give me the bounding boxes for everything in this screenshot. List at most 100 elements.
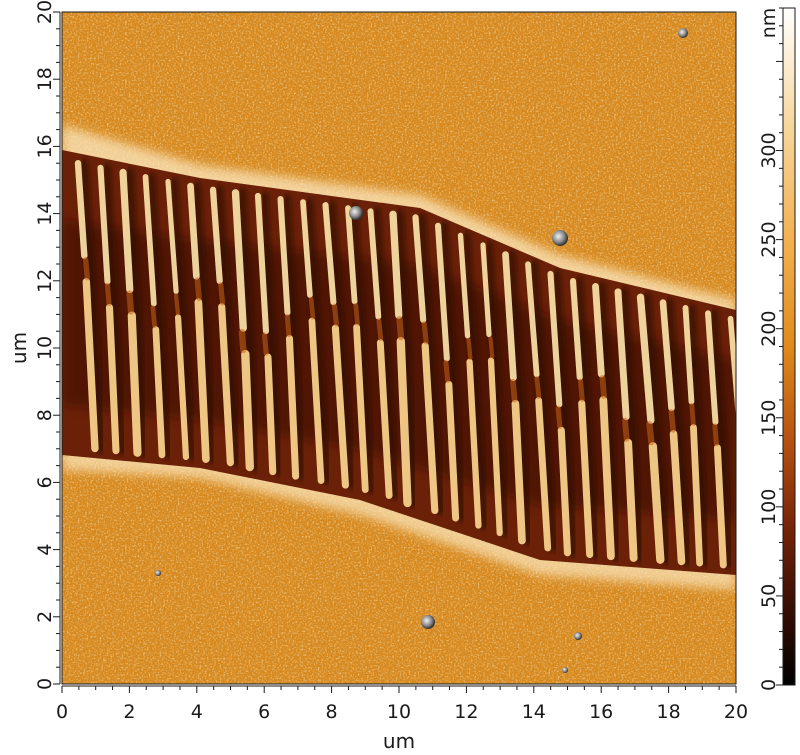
ridge-shadow: [372, 206, 400, 500]
ridge-mid: [194, 277, 202, 302]
ridge: [277, 195, 291, 316]
ridge: [445, 380, 460, 522]
colorbar-tick-label: 100: [758, 489, 780, 525]
ridge-shadow: [529, 259, 559, 553]
ridge-mid: [262, 332, 269, 356]
ridge: [174, 314, 190, 461]
colorbar-axis: 0 50 100 150 200 250 300: [758, 7, 783, 691]
ridge-mid: [396, 315, 405, 341]
ridge-mid: [443, 359, 451, 383]
ridge: [308, 317, 325, 484]
x-tick-label: 12: [454, 701, 478, 723]
x-axis: 0 2 4 6 8 10 12 14 16 18 20: [56, 685, 748, 723]
ridge-shadow: [484, 240, 510, 538]
y-tick-label: 10: [34, 336, 56, 360]
ridge: [535, 397, 552, 552]
y-tick-label: 20: [34, 0, 56, 24]
ridge: [569, 278, 583, 381]
ridge: [367, 208, 382, 320]
ridge-shadow: [462, 231, 489, 530]
ridge-shadow: [506, 249, 533, 546]
ridge-mid: [555, 405, 563, 429]
ridge: [487, 357, 503, 537]
ridge-shadow: [709, 308, 734, 570]
ridge: [119, 168, 134, 294]
ridge-shadow: [259, 191, 284, 477]
ridge: [624, 438, 638, 562]
ridge: [592, 283, 605, 378]
ridge-mid: [150, 305, 157, 328]
ridge-shadow: [281, 194, 307, 481]
ridge: [331, 324, 349, 489]
ridge: [194, 298, 210, 463]
colorbar: [782, 7, 796, 686]
ridge: [648, 442, 665, 564]
x-tick-label: 14: [522, 701, 546, 723]
ridge: [705, 310, 719, 425]
ridge-shadow: [551, 269, 579, 558]
ridge-mid: [238, 328, 247, 354]
ridge-shadow: [619, 286, 645, 563]
particle: [574, 632, 582, 640]
ridge: [480, 242, 492, 338]
particle: [552, 230, 568, 246]
ridge-mid: [577, 378, 585, 402]
ridge: [599, 396, 615, 561]
colorbar-tick-label: 300: [758, 132, 780, 168]
x-axis-label: um: [383, 729, 415, 753]
ridge: [264, 353, 277, 476]
ridge-mid: [534, 376, 542, 399]
ridge: [659, 299, 675, 412]
ridge-shadow: [101, 163, 127, 456]
y-tick-label: 4: [34, 544, 56, 556]
ridge: [421, 342, 439, 515]
x-tick-label: 0: [56, 701, 68, 723]
ridge-shadow: [123, 167, 149, 458]
ridge: [557, 426, 572, 557]
ridge: [187, 182, 200, 280]
ridge: [690, 424, 704, 567]
ridge-mid: [646, 421, 655, 446]
ridge: [218, 303, 234, 467]
ridge-shadow: [574, 276, 601, 560]
ridge: [669, 430, 686, 566]
ridge-shadow: [79, 158, 106, 454]
y-tick-label: 2: [34, 611, 56, 623]
image-frame: [61, 11, 737, 685]
ridge-mid: [689, 403, 696, 426]
ridge-shadow: [214, 185, 241, 468]
y-tick-label: 12: [34, 269, 56, 293]
y-tick-label: 14: [34, 202, 56, 226]
ridge-shadow: [304, 197, 332, 485]
ridge: [209, 186, 223, 284]
ridge: [142, 174, 157, 307]
ridge-shadow: [147, 172, 173, 460]
ridge: [376, 339, 393, 499]
ridge: [742, 465, 748, 567]
x-tick-label: 18: [657, 701, 681, 723]
ridge-shadow: [596, 281, 622, 562]
ridge: [396, 336, 412, 508]
ridge-shadow: [416, 212, 446, 516]
ridge-mid: [82, 256, 91, 281]
colorbar-tick-label: 0: [758, 679, 780, 691]
ridge-shadow: [687, 303, 711, 568]
ridge-mid: [284, 313, 292, 337]
colorbar-tick-label: 50: [758, 584, 780, 608]
ridge: [127, 311, 142, 457]
y-axis: 0 2 4 6 8 10 12 14 16 18 20: [34, 0, 61, 690]
ridge: [105, 303, 120, 455]
ridge-shadow: [664, 297, 693, 567]
ridge-mid: [308, 296, 316, 320]
ridge-shadow: [641, 292, 672, 565]
y-tick-label: 18: [34, 67, 56, 91]
y-tick-label: 0: [34, 678, 56, 690]
y-tick-label: 8: [34, 409, 56, 421]
ridge: [682, 305, 695, 405]
ridge-mid: [599, 375, 607, 399]
particle: [562, 667, 568, 673]
ridge-mid: [668, 409, 676, 433]
ridge: [254, 192, 270, 335]
x-tick-label: 16: [589, 701, 613, 723]
